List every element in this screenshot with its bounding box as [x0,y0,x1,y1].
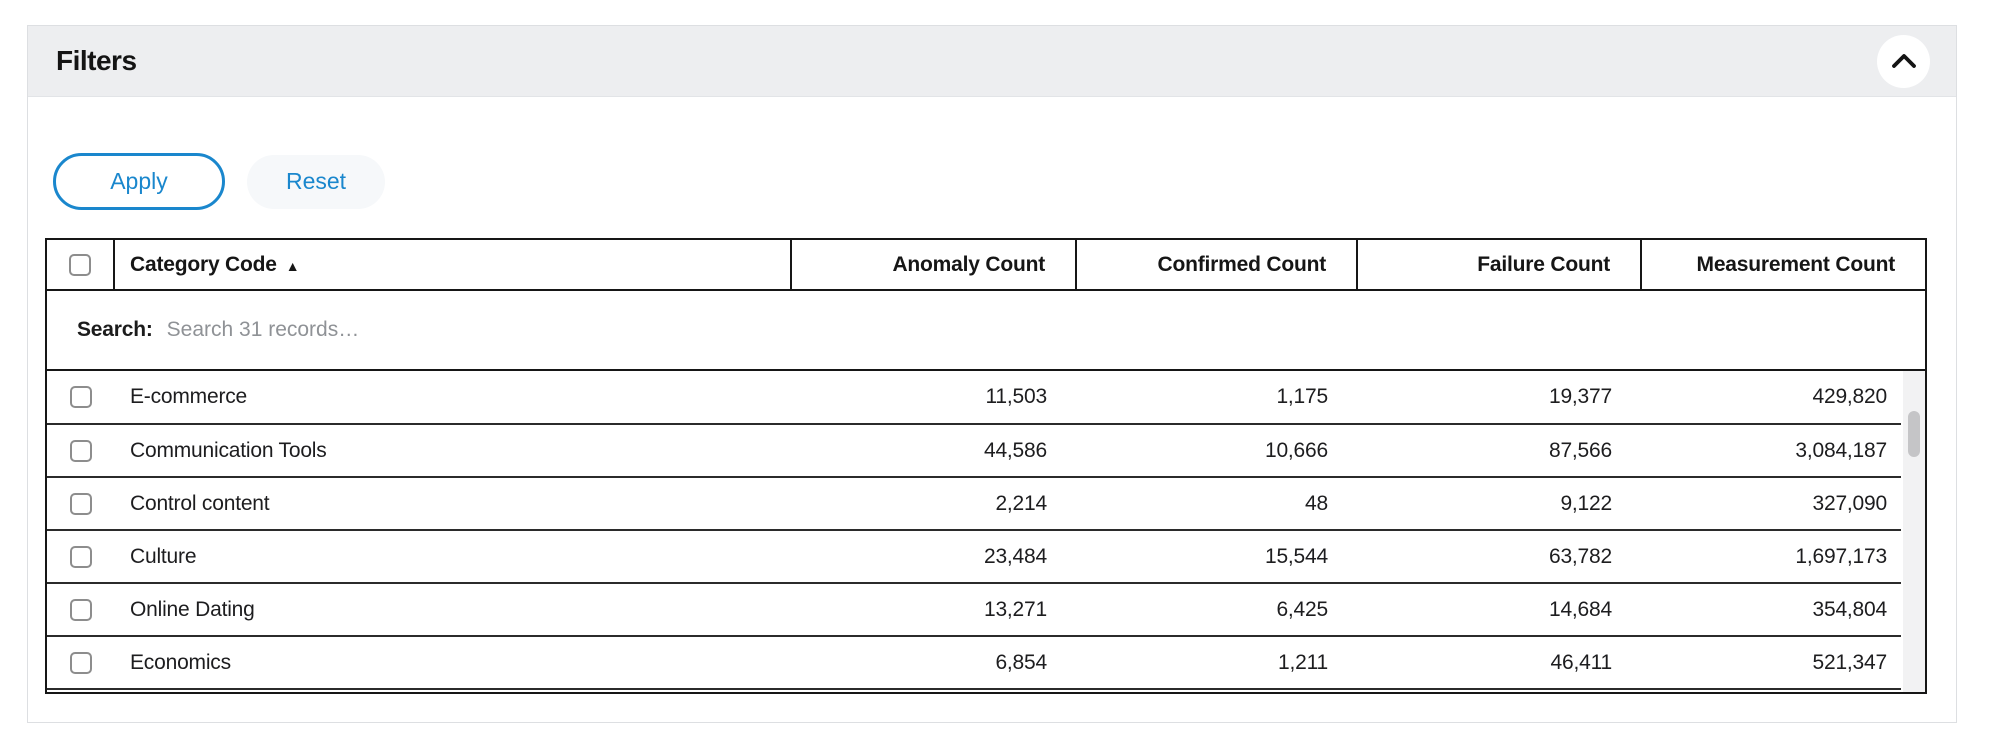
anomaly-count-cell: 13,271 [792,583,1077,637]
column-header-anomaly-count[interactable]: Anomaly Count [790,239,1076,290]
row-checkbox[interactable] [70,545,92,568]
chevron-up-icon [1891,54,1916,68]
confirmed-count-cell: 6,425 [1077,583,1358,637]
row-checkbox-cell [47,583,115,637]
failure-count-cell: 19,377 [1358,371,1642,425]
row-checkbox-cell [47,530,115,584]
column-header-confirmed-count[interactable]: Confirmed Count [1075,239,1357,290]
category-cell: Economics [115,636,792,690]
row-checkbox[interactable] [70,598,92,621]
row-checkbox[interactable] [70,439,92,462]
column-header-category-code[interactable]: Category Code ▲ [113,239,791,290]
category-cell: Communication Tools [115,424,792,478]
row-checkbox-cell [47,371,115,425]
column-header-failure-count[interactable]: Failure Count [1356,239,1641,290]
panel-title: Filters [56,45,137,76]
sort-ascending-icon: ▲ [285,257,300,274]
table-body-container: E-commerce 11,503 1,175 19,377 429,820 C… [45,371,1927,694]
failure-count-cell: 9,122 [1358,477,1642,531]
category-cell: Culture [115,530,792,584]
column-header-measurement-count[interactable]: Measurement Count [1640,239,1926,290]
confirmed-count-cell: 15,544 [1077,530,1358,584]
category-cell: Online Dating [115,583,792,637]
table-header: Category Code ▲ Anomaly Count Confirmed C… [45,238,1927,291]
measurement-count-cell: 1,697,173 [1642,530,1901,584]
table-search-row: Search: [45,291,1927,371]
row-checkbox-cell [47,636,115,690]
filters-panel-body: Apply Reset Category Code ▲ Anomaly Count… [28,153,1956,694]
filters-panel-header: Filters [28,26,1956,97]
anomaly-count-cell: 11,503 [792,371,1077,425]
filter-actions: Apply Reset [53,153,1930,210]
anomaly-count-cell: 6,854 [792,636,1077,690]
reset-button[interactable]: Reset [247,154,385,209]
confirmed-count-cell: 1,175 [1077,371,1358,425]
collapse-button[interactable] [1877,34,1930,88]
table-body-table: E-commerce 11,503 1,175 19,377 429,820 C… [47,371,1901,690]
select-all-header-cell [46,239,114,290]
filter-table: Category Code ▲ Anomaly Count Confirmed C… [45,238,1927,694]
apply-button[interactable]: Apply [53,153,225,210]
row-checkbox-cell [47,477,115,531]
select-all-checkbox[interactable] [69,253,91,276]
measurement-count-cell: 354,804 [1642,583,1901,637]
failure-count-cell: 63,782 [1358,530,1642,584]
anomaly-count-cell: 2,214 [792,477,1077,531]
category-cell: E-commerce [115,371,792,425]
row-checkbox[interactable] [70,651,92,674]
failure-count-cell: 46,411 [1358,636,1642,690]
row-checkbox[interactable] [70,386,92,409]
confirmed-count-cell: 48 [1077,477,1358,531]
table-row: Online Dating 13,271 6,425 14,684 354,80… [47,583,1901,637]
column-header-label: Category Code [130,252,277,276]
confirmed-count-cell: 10,666 [1077,424,1358,478]
table-row: Culture 23,484 15,544 63,782 1,697,173 [47,530,1901,584]
search-label: Search: [77,318,153,341]
search-input[interactable] [166,318,1925,342]
row-checkbox[interactable] [70,492,92,515]
measurement-count-cell: 327,090 [1642,477,1901,531]
table-scrollbar[interactable] [1903,371,1925,692]
table-row: E-commerce 11,503 1,175 19,377 429,820 [47,371,1901,425]
confirmed-count-cell: 1,211 [1077,636,1358,690]
scrollbar-thumb[interactable] [1908,411,1920,457]
table-row: Communication Tools 44,586 10,666 87,566… [47,424,1901,478]
row-checkbox-cell [47,424,115,478]
measurement-count-cell: 521,347 [1642,636,1901,690]
table-header-row: Category Code ▲ Anomaly Count Confirmed C… [46,239,1926,290]
category-cell: Control content [115,477,792,531]
table-row: Control content 2,214 48 9,122 327,090 [47,477,1901,531]
anomaly-count-cell: 23,484 [792,530,1077,584]
failure-count-cell: 87,566 [1358,424,1642,478]
measurement-count-cell: 429,820 [1642,371,1901,425]
measurement-count-cell: 3,084,187 [1642,424,1901,478]
anomaly-count-cell: 44,586 [792,424,1077,478]
table-body: E-commerce 11,503 1,175 19,377 429,820 C… [47,371,1901,690]
failure-count-cell: 14,684 [1358,583,1642,637]
table-row: Economics 6,854 1,211 46,411 521,347 [47,636,1901,690]
filters-panel: Filters Apply Reset Category [27,25,1957,723]
